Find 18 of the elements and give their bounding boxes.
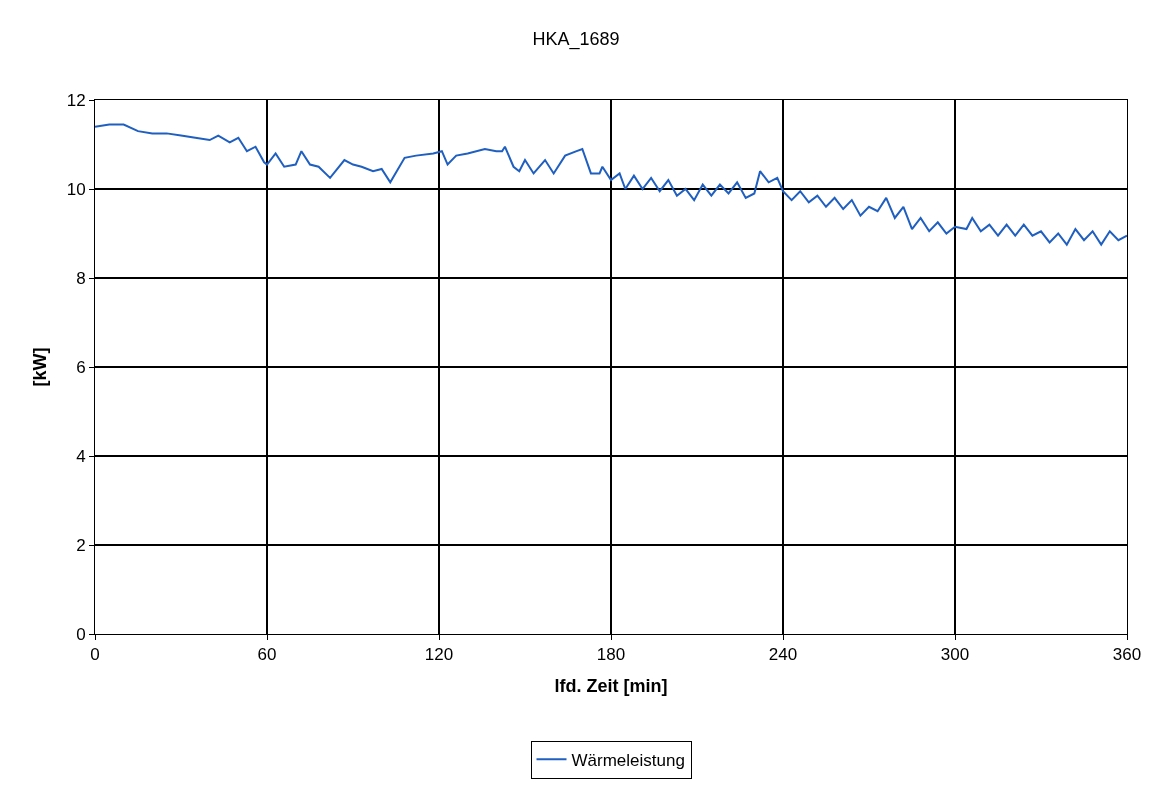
x-tick-label: 300 [940,645,970,665]
y-tick-label: 0 [76,624,86,644]
x-tick-label: 60 [257,645,277,665]
x-tick-label: 360 [1112,645,1142,665]
legend-label: Wärmeleistung [571,750,685,770]
x-tick-label: 0 [90,645,100,665]
y-tick-label: 12 [66,90,86,110]
x-tick-label: 240 [768,645,798,665]
x-axis-title: lfd. Zeit [min] [554,675,668,696]
chart-title: HKA_1689 [532,28,620,50]
x-tick-label: 120 [424,645,454,665]
y-tick-label: 4 [76,446,86,466]
y-axis-title: [kW] [29,347,50,387]
y-tick-label: 2 [76,535,86,555]
y-tick-label: 10 [66,179,86,199]
y-tick-label: 8 [76,268,86,288]
x-tick-label: 180 [596,645,626,665]
y-tick-label: 6 [76,357,86,377]
